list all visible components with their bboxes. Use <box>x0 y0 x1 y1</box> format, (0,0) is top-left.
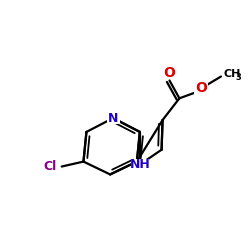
Text: 3: 3 <box>236 73 242 82</box>
FancyBboxPatch shape <box>107 112 120 124</box>
FancyBboxPatch shape <box>41 160 59 172</box>
Text: NH: NH <box>130 158 150 171</box>
Text: O: O <box>195 82 207 96</box>
FancyBboxPatch shape <box>162 66 176 79</box>
Text: CH: CH <box>224 68 241 78</box>
FancyBboxPatch shape <box>131 158 149 170</box>
FancyBboxPatch shape <box>194 82 208 95</box>
Text: O: O <box>164 66 175 80</box>
Text: N: N <box>108 112 118 124</box>
Text: Cl: Cl <box>43 160 57 173</box>
